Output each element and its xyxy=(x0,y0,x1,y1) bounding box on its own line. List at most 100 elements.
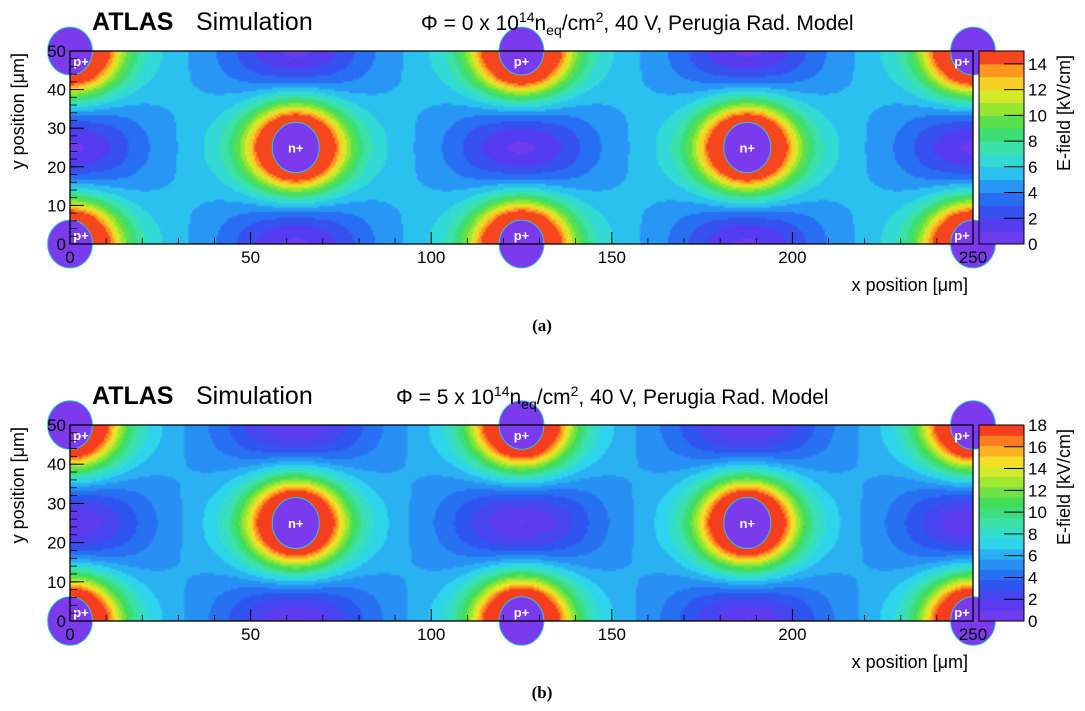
colorbar-bin xyxy=(979,166,1024,181)
chart-panel-a: p+p+p+p+p+p+n+ n+0 50 100 150 200 250010203040… xyxy=(8,8,1074,335)
x-tick-label: 100 xyxy=(417,248,445,267)
y-tick-label: 40 xyxy=(47,81,66,100)
plot-frame xyxy=(69,424,974,622)
x-tick-label: 250 xyxy=(959,248,987,267)
colorbar-tick-label: 0 xyxy=(1028,612,1037,631)
colorbar-bin xyxy=(979,528,1024,539)
electrode-label: n+ xyxy=(288,141,304,156)
electrode-label: p+ xyxy=(73,228,89,243)
colorbar-bin xyxy=(979,569,1024,581)
colorbar-bin xyxy=(979,559,1024,570)
plot-title: Φ = 5 x 1014neq/cm2, 40 V, Perugia Rad. … xyxy=(396,383,829,412)
colorbar-bin xyxy=(979,610,1024,622)
plot-title-unit-sup: 2 xyxy=(596,9,604,25)
colorbar-bin xyxy=(979,153,1024,168)
plot-frame xyxy=(69,50,974,245)
electrode-label: p+ xyxy=(514,228,530,243)
colorbar-label: E-field [kV/cm] xyxy=(1054,429,1074,545)
electrode xyxy=(723,497,772,549)
x-tick-label: 50 xyxy=(241,248,260,267)
colorbar-tick-label: 4 xyxy=(1028,184,1037,203)
x-tick-label: 200 xyxy=(778,248,806,267)
plot-title-unit-base: n xyxy=(509,386,521,409)
plot-title-exponent: 14 xyxy=(494,383,510,399)
colorbar-bin xyxy=(979,128,1024,142)
x-tick-label: 0 xyxy=(65,625,74,644)
plot-title-unit-mid: /cm xyxy=(562,12,596,35)
colorbar-tick-label: 12 xyxy=(1028,81,1047,100)
field-map xyxy=(70,425,973,621)
plot-title-phi: Φ = 5 x 10 xyxy=(396,386,494,409)
x-tick-label: 150 xyxy=(598,248,626,267)
colorbar-frame xyxy=(978,424,1025,622)
electrode-label: p+ xyxy=(954,605,970,620)
y-tick-label: 30 xyxy=(47,119,66,138)
colorbar-tick-label: 10 xyxy=(1028,106,1047,125)
x-axis-label: x position [μm] xyxy=(852,652,968,672)
plot-title-unit-mid: /cm xyxy=(537,386,571,409)
y-tick-label: 40 xyxy=(47,455,66,474)
colorbar-bin xyxy=(979,455,1024,467)
colorbar-tick-label: 6 xyxy=(1028,158,1037,177)
electrode-label: p+ xyxy=(73,54,89,69)
colorbar-bin xyxy=(979,435,1024,447)
y-axis-label: y position [μm] xyxy=(8,427,28,543)
colorbar-bin xyxy=(979,579,1024,591)
colorbar-bin xyxy=(979,600,1024,612)
colorbar-frame xyxy=(978,50,1025,245)
x-tick-label: 250 xyxy=(959,625,987,644)
colorbar-bin xyxy=(979,63,1024,78)
plot-title-phi: Φ = 0 x 10 xyxy=(421,12,519,35)
x-axis-label: x position [μm] xyxy=(852,275,968,295)
colorbar-bin xyxy=(979,445,1024,457)
electrode xyxy=(271,497,320,549)
colorbar-bin xyxy=(979,76,1024,91)
experiment-label: ATLAS xyxy=(92,8,173,36)
plot-title-unit-base: n xyxy=(534,12,546,35)
y-axis-label: y position [μm] xyxy=(8,53,28,169)
colorbar-bin xyxy=(979,89,1024,103)
electrode-label: n+ xyxy=(739,141,755,156)
electrode-label: p+ xyxy=(954,228,970,243)
electrode xyxy=(271,121,320,174)
colorbar-bin xyxy=(979,538,1024,550)
electrode-label: p+ xyxy=(514,428,530,443)
colorbar-tick-label: 6 xyxy=(1028,547,1037,566)
field-map xyxy=(70,51,973,244)
colorbar-tick-label: 12 xyxy=(1028,481,1047,500)
electrode-label: n+ xyxy=(288,516,304,531)
panel-caption: (b) xyxy=(532,683,553,702)
colorbar-tick-label: 2 xyxy=(1028,590,1037,609)
colorbar-bin xyxy=(979,218,1024,232)
colorbar-tick-label: 8 xyxy=(1028,132,1037,151)
colorbar-label: E-field [kV/cm] xyxy=(1054,55,1074,171)
colorbar-tick-label: 4 xyxy=(1028,568,1037,587)
colorbar-bin xyxy=(979,179,1024,194)
colorbar-tick-label: 2 xyxy=(1028,209,1037,228)
colorbar-tick-label: 8 xyxy=(1028,525,1037,544)
colorbar-bin xyxy=(979,205,1024,219)
colorbar-bin xyxy=(979,115,1024,129)
plot-title-unit-sup: 2 xyxy=(571,383,579,399)
electrode-label: p+ xyxy=(73,428,89,443)
colorbar-bin xyxy=(979,231,1024,245)
colorbar-bin xyxy=(979,507,1024,519)
y-tick-label: 50 xyxy=(47,42,66,61)
colorbar-bin xyxy=(979,51,1024,65)
colorbar-bin xyxy=(979,486,1024,498)
colorbar-bin xyxy=(979,590,1024,601)
plot-title-unit-sub: eq xyxy=(546,22,562,38)
plot-title-rest: , 40 V, Perugia Rad. Model xyxy=(603,12,853,35)
chart-panel-b: p+p+p+p+p+p+n+ n+0 50 100 150 200 250010203040… xyxy=(8,382,1074,702)
plot-title-rest: , 40 V, Perugia Rad. Model xyxy=(578,386,828,409)
plot-title-exponent: 14 xyxy=(519,9,535,25)
electrode-label: n+ xyxy=(739,516,755,531)
electrode-label: p+ xyxy=(954,428,970,443)
colorbar-tick-label: 14 xyxy=(1028,55,1047,74)
electrode-label: p+ xyxy=(514,54,530,69)
x-tick-label: 50 xyxy=(241,625,260,644)
colorbar-bin xyxy=(979,102,1024,116)
colorbar-tick-label: 0 xyxy=(1028,235,1037,254)
colorbar-tick-label: 14 xyxy=(1028,460,1047,479)
